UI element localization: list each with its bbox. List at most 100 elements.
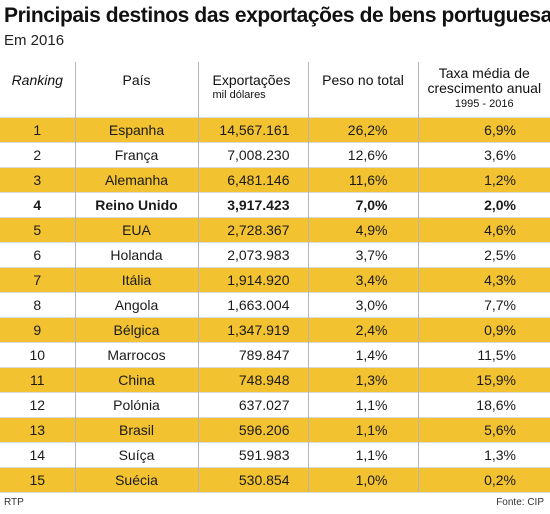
cell-ranking: 6 <box>0 241 75 267</box>
cell-peso: 1,4% <box>307 341 418 367</box>
cell-taxa: 5,6% <box>417 416 550 442</box>
cell-taxa: 18,6% <box>417 391 550 417</box>
table-title: Principais destinos das exportações de b… <box>4 4 550 27</box>
header-peso: Peso no total <box>307 62 418 117</box>
cell-exportacoes: 591.983 <box>197 441 308 467</box>
cell-ranking: 10 <box>0 341 75 367</box>
cell-peso: 12,6% <box>307 141 418 167</box>
table-row: 9 Bélgica 1,347.919 2,4% 0,9% <box>0 316 550 342</box>
cell-peso: 3,0% <box>307 291 418 317</box>
cell-peso: 1,1% <box>307 391 418 417</box>
header-row: Ranking País Exportações mil dólares Pes… <box>0 62 550 117</box>
table-row: 11 China 748.948 1,3% 15,9% <box>0 366 550 392</box>
cell-peso: 11,6% <box>307 166 418 192</box>
cell-pais: China <box>74 366 198 392</box>
cell-taxa: 2,0% <box>417 191 550 217</box>
cell-taxa: 3,6% <box>417 141 550 167</box>
cell-exportacoes: 7,008.230 <box>197 141 308 167</box>
cell-ranking: 15 <box>0 466 75 493</box>
cell-exportacoes: 2,728.367 <box>197 216 308 242</box>
cell-taxa: 15,9% <box>417 366 550 392</box>
cell-pais: França <box>74 141 198 167</box>
cell-peso: 3,4% <box>307 266 418 292</box>
table-row: 7 Itália 1,914.920 3,4% 4,3% <box>0 266 550 292</box>
cell-ranking: 7 <box>0 266 75 292</box>
cell-pais: Espanha <box>74 116 198 142</box>
cell-ranking: 3 <box>0 166 75 192</box>
cell-taxa: 2,5% <box>417 241 550 267</box>
table-row: 5 EUA 2,728.367 4,9% 4,6% <box>0 216 550 242</box>
cell-taxa: 4,6% <box>417 216 550 242</box>
cell-ranking: 4 <box>0 191 75 217</box>
cell-exportacoes: 6,481.146 <box>197 166 308 192</box>
cell-exportacoes: 530.854 <box>197 466 308 493</box>
cell-taxa: 6,9% <box>417 116 550 142</box>
cell-pais: Bélgica <box>74 316 198 342</box>
cell-exportacoes: 637.027 <box>197 391 308 417</box>
cell-peso: 3,7% <box>307 241 418 267</box>
cell-pais: Suíça <box>74 441 198 467</box>
table-row: 2 França 7,008.230 12,6% 3,6% <box>0 141 550 167</box>
exports-table: Ranking País Exportações mil dólares Pes… <box>0 62 550 493</box>
table-row: 15 Suécia 530.854 1,0% 0,2% <box>0 466 550 493</box>
cell-peso: 1,1% <box>307 441 418 467</box>
cell-pais: Polónia <box>74 391 198 417</box>
footer-credit: RTP <box>4 497 24 508</box>
cell-exportacoes: 748.948 <box>197 366 308 392</box>
cell-peso: 1,3% <box>307 366 418 392</box>
table-row: 8 Angola 1,663.004 3,0% 7,7% <box>0 291 550 317</box>
cell-peso: 2,4% <box>307 316 418 342</box>
cell-ranking: 1 <box>0 116 75 142</box>
cell-exportacoes: 596.206 <box>197 416 308 442</box>
header-exportacoes-label: Exportações <box>212 72 291 88</box>
table-row: 12 Polónia 637.027 1,1% 18,6% <box>0 391 550 417</box>
cell-pais: Alemanha <box>74 166 198 192</box>
table-row: 1 Espanha 14,567.161 26,2% 6,9% <box>0 116 550 142</box>
header-ranking: Ranking <box>11 72 63 88</box>
cell-exportacoes: 1,914.920 <box>197 266 308 292</box>
cell-exportacoes: 14,567.161 <box>197 116 308 142</box>
cell-exportacoes: 1,347.919 <box>197 316 308 342</box>
table-row: 13 Brasil 596.206 1,1% 5,6% <box>0 416 550 442</box>
cell-exportacoes: 789.847 <box>197 341 308 367</box>
header-taxa-line2: crescimento anual <box>427 80 542 96</box>
cell-pais: Brasil <box>74 416 198 442</box>
header-exportacoes-unit: mil dólares <box>212 89 266 101</box>
table-subtitle: Em 2016 <box>4 32 65 49</box>
cell-ranking: 11 <box>0 366 75 392</box>
cell-pais: EUA <box>74 216 198 242</box>
cell-exportacoes: 2,073.983 <box>197 241 308 267</box>
cell-pais: Itália <box>74 266 198 292</box>
cell-peso: 1,1% <box>307 416 418 442</box>
cell-pais: Marrocos <box>74 341 198 367</box>
cell-taxa: 7,7% <box>417 291 550 317</box>
cell-ranking: 8 <box>0 291 75 317</box>
cell-pais: Reino Unido <box>74 191 198 217</box>
header-exportacoes: Exportações mil dólares <box>197 62 308 117</box>
cell-ranking: 2 <box>0 141 75 167</box>
cell-peso: 1,0% <box>307 466 418 493</box>
cell-pais: Suécia <box>74 466 198 493</box>
cell-taxa: 11,5% <box>417 341 550 367</box>
table-row: 3 Alemanha 6,481.146 11,6% 1,2% <box>0 166 550 192</box>
header-pais: País <box>74 62 198 117</box>
cell-taxa: 0,9% <box>417 316 550 342</box>
cell-taxa: 0,2% <box>417 466 550 493</box>
cell-ranking: 12 <box>0 391 75 417</box>
header-taxa: Taxa média de crescimento anual 1995 - 2… <box>417 62 550 117</box>
table-row: 10 Marrocos 789.847 1,4% 11,5% <box>0 341 550 367</box>
cell-peso: 26,2% <box>307 116 418 142</box>
cell-pais: Holanda <box>74 241 198 267</box>
cell-taxa: 4,3% <box>417 266 550 292</box>
header-taxa-line1: Taxa média de <box>438 65 530 81</box>
table-row: 4 Reino Unido 3,917.423 7,0% 2,0% <box>0 191 550 217</box>
cell-ranking: 9 <box>0 316 75 342</box>
cell-ranking: 13 <box>0 416 75 442</box>
cell-peso: 7,0% <box>307 191 418 217</box>
cell-exportacoes: 3,917.423 <box>197 191 308 217</box>
cell-exportacoes: 1,663.004 <box>197 291 308 317</box>
table-row: 6 Holanda 2,073.983 3,7% 2,5% <box>0 241 550 267</box>
cell-peso: 4,9% <box>307 216 418 242</box>
cell-taxa: 1,3% <box>417 441 550 467</box>
cell-taxa: 1,2% <box>417 166 550 192</box>
